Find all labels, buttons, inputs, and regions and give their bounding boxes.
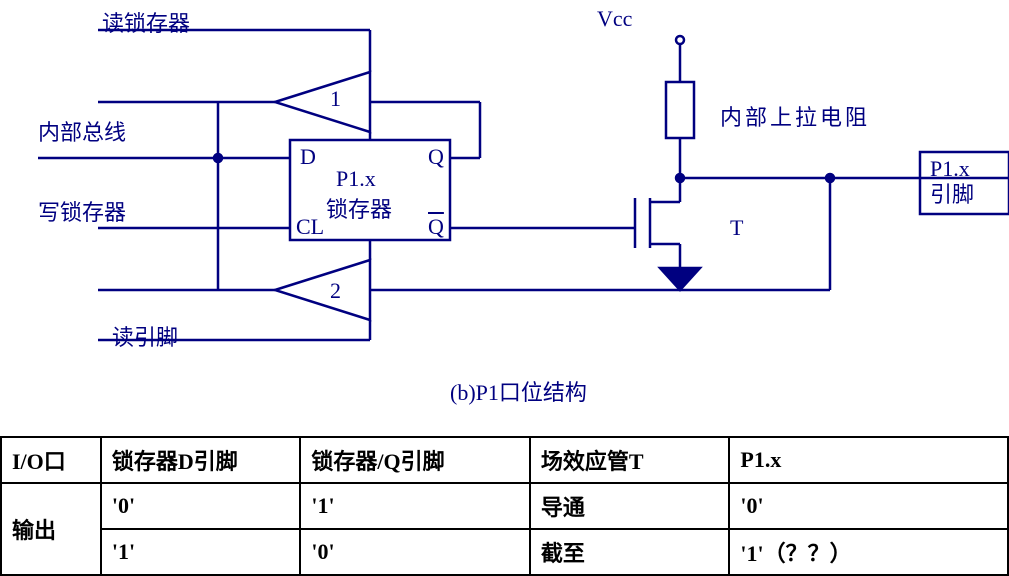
buffer-1	[275, 72, 370, 132]
table-header-cell: I/O口	[1, 437, 101, 483]
table-cell: 输出	[1, 483, 101, 575]
table-cell: '1'	[101, 529, 301, 575]
write-latch-label: 写锁存器	[38, 195, 126, 227]
latch-d-label: D	[300, 144, 316, 170]
table-cell: '0'	[101, 483, 301, 529]
table-cell: 截至	[530, 529, 730, 575]
pullup-label: 内部上拉电阻	[720, 100, 870, 132]
diagram-caption: (b)P1口位结构	[450, 375, 587, 407]
table-cell: '1'	[300, 483, 530, 529]
vcc-label: Vcc	[597, 6, 632, 32]
table-header-cell: 场效应管T	[530, 437, 730, 483]
table-cell: '0'	[729, 483, 1008, 529]
table-header-cell: 锁存器/Q引脚	[300, 437, 530, 483]
latch-qbar-label: Q	[428, 214, 444, 240]
latch-q-label: Q	[428, 144, 444, 170]
table-header-cell: 锁存器D引脚	[101, 437, 301, 483]
latch-title2: 锁存器	[326, 192, 392, 224]
internal-bus-label: 内部总线	[38, 115, 126, 147]
table-cell: '1'（？？）	[729, 529, 1008, 575]
table-header-cell: P1.x	[729, 437, 1008, 483]
buf1-label: 1	[330, 86, 341, 112]
truth-table: I/O口锁存器D引脚锁存器/Q引脚场效应管TP1.x输出'0''1'导通'0''…	[0, 436, 1009, 576]
buffer-2	[275, 260, 370, 320]
pin-out-label: P1.x 引脚	[930, 156, 974, 209]
table-cell: '0'	[300, 529, 530, 575]
latch-title1: P1.x	[336, 166, 376, 192]
latch-cl-label: CL	[296, 214, 324, 240]
read-pin-label: 读引脚	[112, 320, 178, 352]
transistor-label: T	[730, 215, 743, 241]
buf2-label: 2	[330, 278, 341, 304]
pullup-resistor	[666, 82, 694, 138]
circuit-diagram	[0, 0, 1009, 430]
table-cell: 导通	[530, 483, 730, 529]
read-latch-label: 读锁存器	[102, 6, 190, 38]
